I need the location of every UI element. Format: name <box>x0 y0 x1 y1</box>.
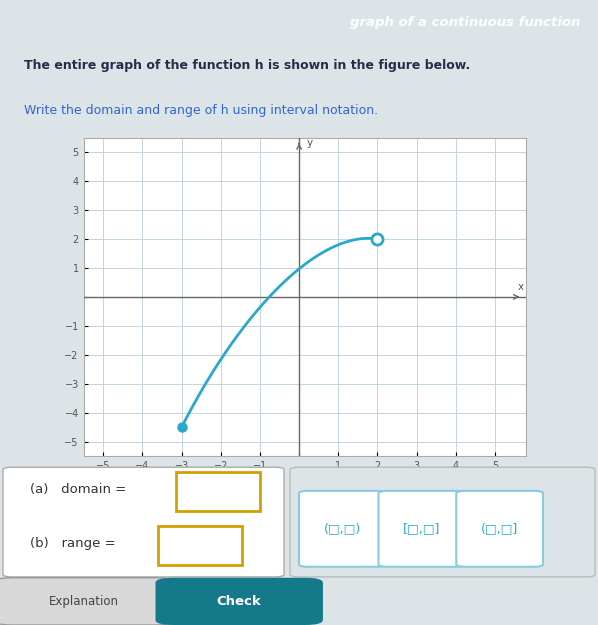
Text: [□,□]: [□,□] <box>403 522 441 535</box>
FancyBboxPatch shape <box>155 578 323 625</box>
FancyBboxPatch shape <box>456 491 543 567</box>
Text: x: x <box>517 282 523 292</box>
Text: Explanation: Explanation <box>48 595 119 608</box>
FancyBboxPatch shape <box>3 468 284 577</box>
Text: Check: Check <box>217 595 261 608</box>
Text: (b)   range =: (b) range = <box>30 538 120 551</box>
FancyBboxPatch shape <box>176 472 260 511</box>
Text: (□,□): (□,□) <box>324 522 361 535</box>
FancyBboxPatch shape <box>379 491 465 567</box>
Text: Write the domain and range of h using interval notation.: Write the domain and range of h using in… <box>24 104 378 118</box>
FancyBboxPatch shape <box>0 578 173 625</box>
Text: graph of a continuous function: graph of a continuous function <box>350 16 580 29</box>
Text: y: y <box>307 138 313 148</box>
FancyBboxPatch shape <box>158 526 242 565</box>
Text: (a)   domain =: (a) domain = <box>30 484 130 496</box>
FancyBboxPatch shape <box>299 491 386 567</box>
Text: (□,□]: (□,□] <box>481 522 518 535</box>
FancyBboxPatch shape <box>290 468 595 577</box>
Text: The entire graph of the function h is shown in the figure below.: The entire graph of the function h is sh… <box>24 59 470 72</box>
